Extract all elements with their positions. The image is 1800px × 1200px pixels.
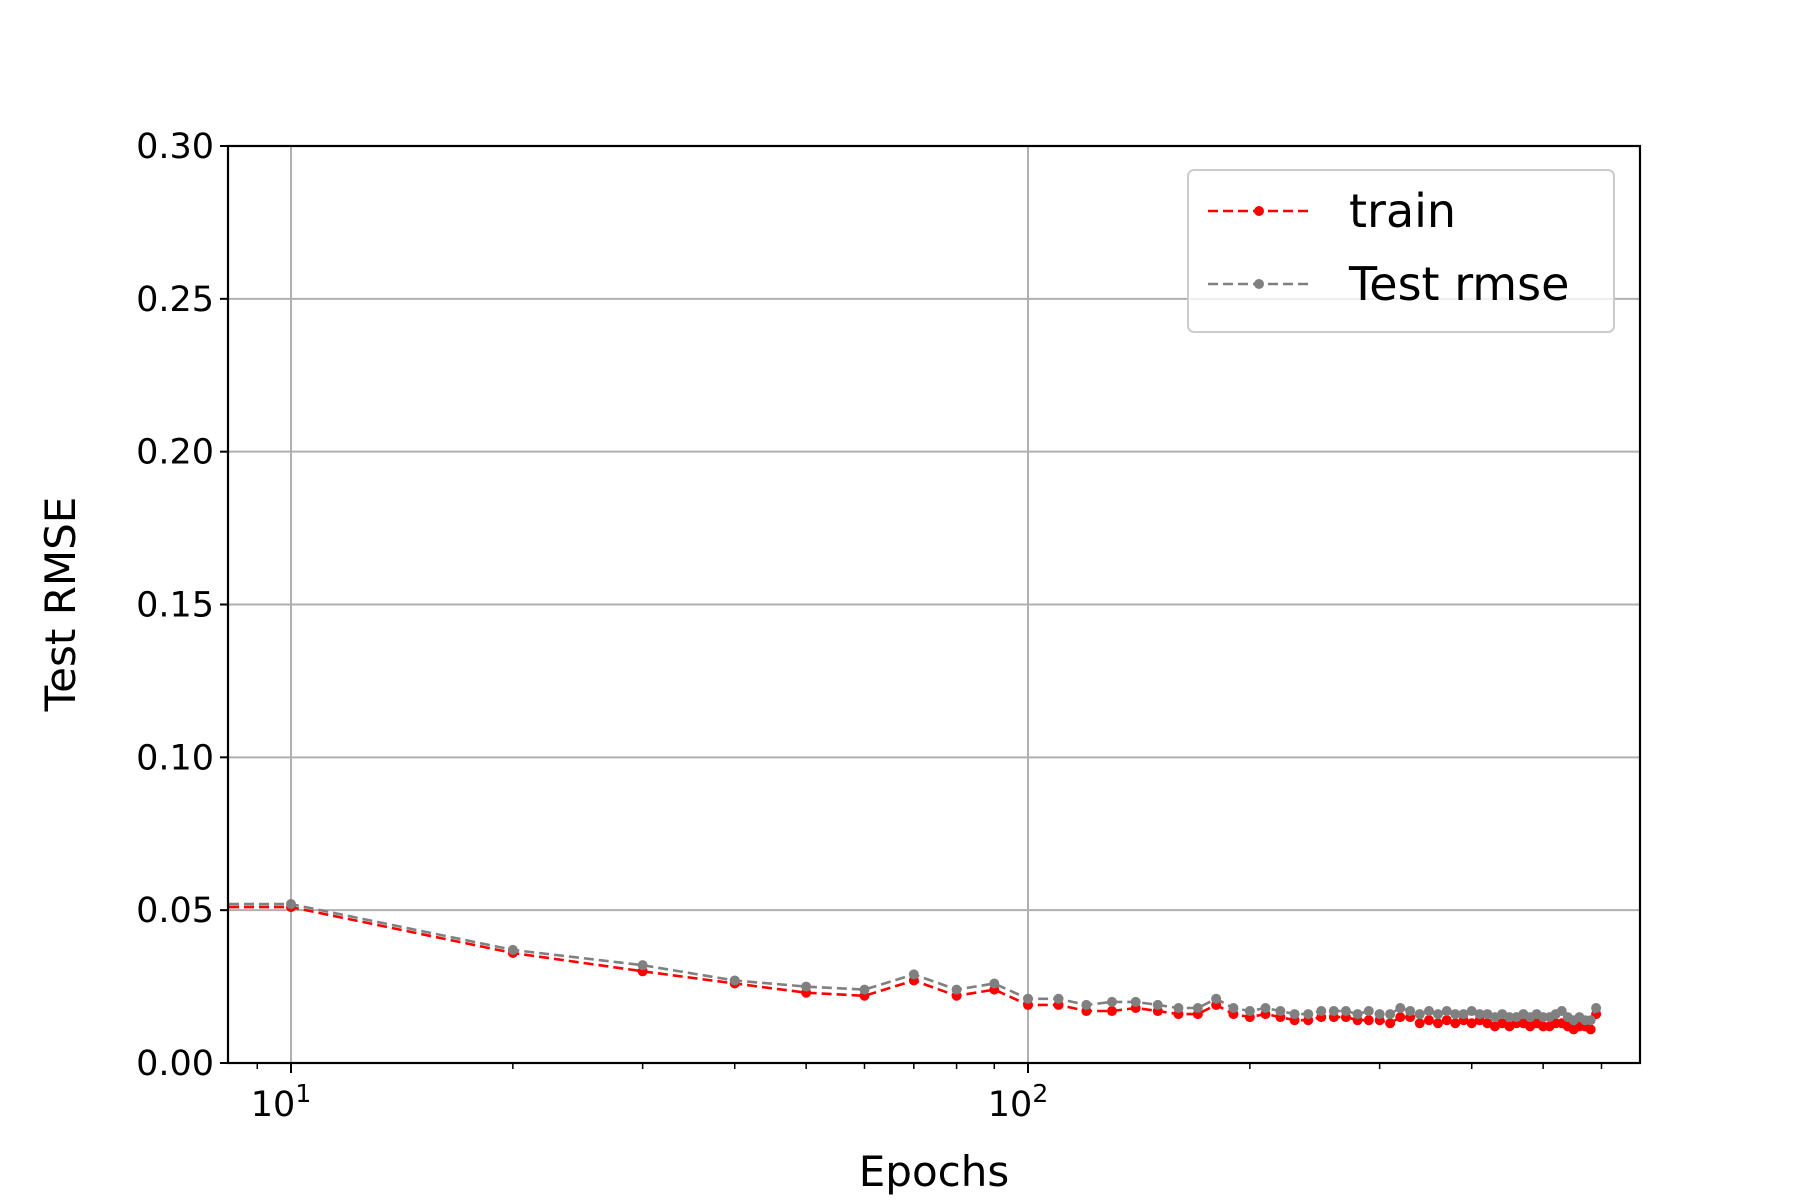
y-tick-label: 0.10	[136, 738, 214, 778]
data-point	[1340, 1006, 1351, 1017]
data-point	[1474, 1009, 1485, 1020]
data-point	[1395, 1002, 1406, 1013]
data-point	[1414, 1009, 1425, 1020]
data-point	[1585, 1015, 1596, 1026]
series-test-rmse	[228, 899, 1602, 1026]
data-point	[1432, 1009, 1443, 1020]
data-point	[1405, 1006, 1416, 1017]
data-point	[1504, 1012, 1515, 1023]
data-point	[1106, 1006, 1117, 1017]
data-point	[1466, 1006, 1477, 1017]
data-point	[1363, 1015, 1374, 1026]
series-layer	[228, 899, 1602, 1035]
legend-marker	[1254, 206, 1264, 216]
x-tick-label: 101	[251, 1079, 311, 1125]
data-point	[1482, 1018, 1493, 1029]
data-point	[1303, 1009, 1314, 1020]
legend-label: Test rmse	[1348, 257, 1569, 311]
data-point	[637, 960, 648, 971]
data-point	[801, 981, 812, 992]
data-point	[1053, 993, 1064, 1004]
y-tick-label: 0.05	[136, 891, 214, 931]
data-point	[1441, 1015, 1452, 1026]
data-point	[1244, 1006, 1255, 1017]
data-point	[1130, 996, 1141, 1007]
data-point	[1458, 1009, 1469, 1020]
data-point	[908, 969, 919, 980]
data-point	[1211, 993, 1222, 1004]
data-point	[1414, 1018, 1425, 1029]
data-point	[1328, 1006, 1339, 1017]
data-point	[729, 975, 740, 986]
legend-frame	[1187, 169, 1615, 333]
data-point	[1352, 1009, 1363, 1020]
data-point	[951, 984, 962, 995]
data-point	[1289, 1009, 1300, 1020]
data-point	[1152, 999, 1163, 1010]
data-point	[1316, 1006, 1327, 1017]
y-tick-label: 0.20	[136, 433, 214, 473]
data-point	[1385, 1018, 1396, 1029]
data-point	[1395, 1012, 1406, 1023]
data-point	[286, 899, 296, 910]
y-tick-label: 0.30	[136, 127, 214, 167]
data-point	[1441, 1006, 1452, 1017]
data-point	[1482, 1009, 1493, 1020]
y-tick-label: 0.00	[136, 1044, 214, 1084]
y-tick-label: 0.25	[136, 280, 214, 320]
data-point	[1081, 999, 1092, 1010]
x-tick-label: 102	[988, 1079, 1048, 1125]
data-point	[1260, 1002, 1271, 1013]
data-point	[1374, 1009, 1385, 1020]
legend-marker	[1254, 279, 1264, 289]
y-axis-title: Test RMSE	[36, 497, 85, 713]
data-point	[1450, 1018, 1461, 1029]
data-point	[1275, 1006, 1286, 1017]
data-point	[1173, 1002, 1184, 1013]
data-point	[1450, 1009, 1461, 1020]
data-point	[1585, 1024, 1596, 1035]
data-point	[1385, 1009, 1396, 1020]
data-point	[1423, 1015, 1434, 1026]
x-axis-title: Epochs	[859, 1147, 1010, 1196]
data-point	[1466, 1018, 1477, 1029]
data-point	[1556, 1006, 1567, 1017]
data-point	[989, 978, 1000, 989]
data-point	[1228, 1002, 1239, 1013]
ticks: 0.00 0.05 0.10 0.15 0.20 0.25 0.30 101 102	[136, 127, 1603, 1125]
y-tick-label: 0.15	[136, 586, 214, 626]
data-point	[507, 944, 518, 955]
data-point	[1106, 996, 1117, 1007]
data-point	[859, 984, 870, 995]
legend: train Test rmse	[1187, 169, 1615, 333]
data-point	[1423, 1006, 1434, 1017]
legend-label: train	[1349, 184, 1456, 238]
data-point	[1432, 1018, 1443, 1029]
data-point	[1363, 1006, 1374, 1017]
data-point	[1591, 1002, 1602, 1013]
data-point	[1023, 993, 1033, 1004]
data-point	[1192, 1002, 1203, 1013]
